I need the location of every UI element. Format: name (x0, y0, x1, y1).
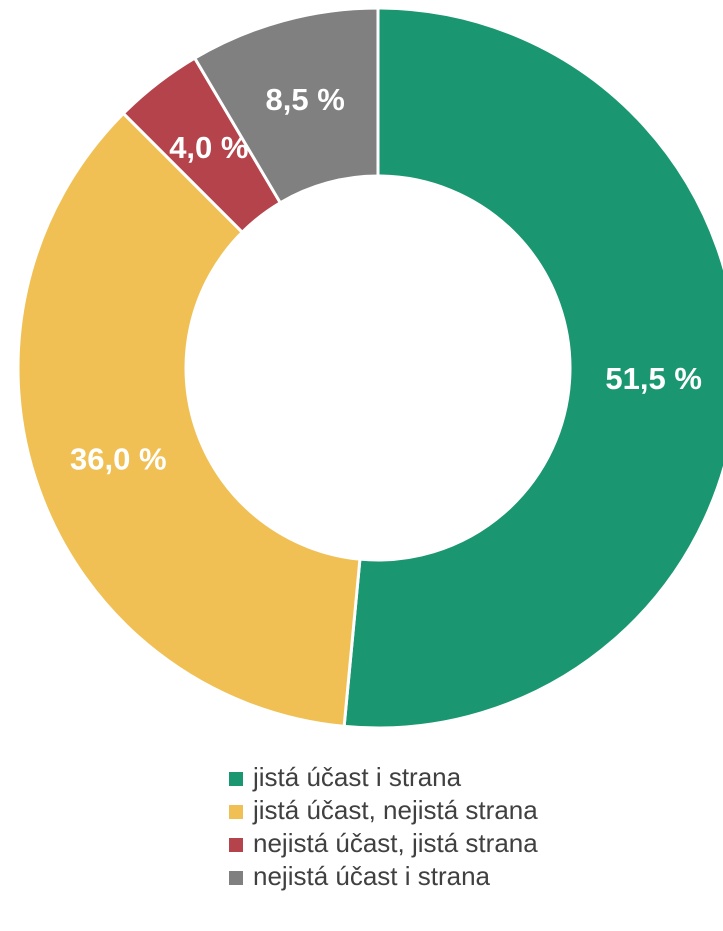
data-label: 8,5 % (266, 82, 345, 117)
donut-slice (192, 6, 380, 205)
legend-swatch (229, 871, 243, 885)
data-label: 4,0 % (169, 130, 248, 165)
legend-label: jistá účast, nejistá strana (252, 795, 538, 825)
legend-label: jistá účast i strana (252, 762, 462, 792)
legend-swatch (229, 838, 243, 852)
legend-swatch (229, 772, 243, 786)
donut-slice (342, 6, 723, 730)
legend-label: nejistá účast i strana (253, 861, 491, 891)
data-label: 36,0 % (70, 442, 167, 477)
donut-slice (16, 111, 362, 729)
data-label: 51,5 % (605, 361, 702, 396)
legend-label: nejistá účast, jistá strana (253, 828, 538, 858)
legend-swatch (229, 805, 243, 819)
